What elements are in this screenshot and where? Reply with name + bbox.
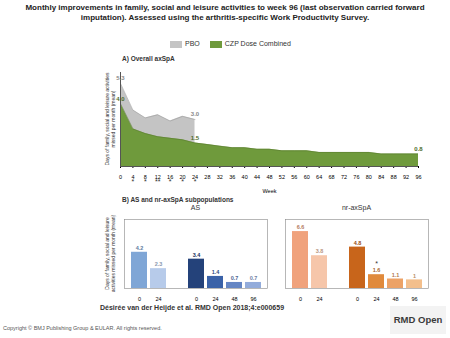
svg-text:48: 48 (231, 296, 237, 302)
html-text:CZP Dose Combined: CZP Dose Combined (224, 40, 291, 47)
svg-text:4.8: 4.8 (354, 240, 362, 246)
html-text:Days of family, social and lei: Days of family, social and leisure activ… (104, 214, 116, 293)
html-text:B) AS and nr-axSpA subpopulati: B) AS and nr-axSpA subpopulations (122, 196, 234, 203)
svg-text:*: * (132, 178, 135, 185)
svg-text:Week: Week (263, 188, 277, 194)
svg-text:24: 24 (373, 296, 379, 302)
svg-text:1.5: 1.5 (191, 135, 200, 141)
svg-text:*: * (181, 178, 184, 185)
svg-text:1.6: 1.6 (373, 267, 381, 273)
svg-text:0.8: 0.8 (414, 146, 423, 152)
svg-text:92: 92 (403, 174, 409, 180)
svg-text:0.7: 0.7 (231, 275, 239, 281)
svg-text:6.6: 6.6 (297, 224, 305, 230)
svg-text:36: 36 (229, 174, 235, 180)
svg-text:32: 32 (217, 174, 223, 180)
svg-text:3.8: 3.8 (316, 248, 324, 254)
svg-text:24: 24 (212, 296, 218, 302)
html-text:PBO: PBO (185, 40, 200, 47)
svg-text:0.7: 0.7 (250, 275, 258, 281)
svg-text:96: 96 (415, 174, 421, 180)
svg-text:48: 48 (266, 174, 272, 180)
svg-text:0: 0 (356, 296, 359, 302)
svg-text:44: 44 (254, 174, 260, 180)
svg-text:0: 0 (119, 174, 122, 180)
svg-text:3.4: 3.4 (193, 252, 202, 258)
svg-text:76: 76 (353, 174, 359, 180)
html-text:nr-axSpA: nr-axSpA (341, 204, 372, 211)
svg-text:40: 40 (242, 174, 248, 180)
svg-text:96: 96 (411, 296, 417, 302)
svg-text:1.4: 1.4 (212, 269, 221, 275)
html-text:Désirée van der Heijde et al.: Désirée van der Heijde et al. RMD Open 2… (100, 304, 284, 311)
svg-text:0: 0 (138, 296, 141, 302)
html-text:Monthly improvements in family: Monthly improvements in family, social a… (25, 3, 425, 22)
svg-text:4.0: 4.0 (116, 96, 125, 102)
svg-text:56: 56 (291, 174, 297, 180)
html-text:AS: AS (190, 204, 201, 211)
svg-text:52: 52 (279, 174, 285, 180)
svg-text:68: 68 (329, 174, 335, 180)
svg-text:24: 24 (155, 296, 161, 302)
html-text:RMD Open: RMD Open (393, 314, 443, 325)
svg-text:84: 84 (378, 174, 384, 180)
html-text:Copyright © BMJ Publishing Gro: Copyright © BMJ Publishing Group & EULAR… (3, 325, 162, 331)
svg-text:*: * (169, 178, 172, 185)
svg-text:0: 0 (299, 296, 302, 302)
html-text:Days of family, social and lei: Days of family, social and leisure activ… (104, 72, 116, 166)
svg-text:48: 48 (392, 296, 398, 302)
svg-text:2.3: 2.3 (155, 261, 163, 267)
svg-text:0: 0 (195, 296, 198, 302)
svg-text:4.2: 4.2 (136, 245, 144, 251)
svg-text:96: 96 (250, 296, 256, 302)
svg-text:28: 28 (204, 174, 210, 180)
svg-text:60: 60 (304, 174, 310, 180)
svg-text:64: 64 (316, 174, 322, 180)
svg-text:24: 24 (316, 296, 322, 302)
svg-text:*: * (375, 260, 378, 267)
svg-text:1.1: 1.1 (392, 272, 400, 278)
svg-text:*: * (194, 178, 197, 185)
html-text:A) Overall axSpA: A) Overall axSpA (122, 55, 175, 62)
svg-text:88: 88 (391, 174, 397, 180)
svg-text:1: 1 (413, 273, 416, 279)
svg-text:80: 80 (366, 174, 372, 180)
svg-text:3.0: 3.0 (191, 111, 200, 117)
svg-text:5.3: 5.3 (116, 75, 125, 81)
svg-text:72: 72 (341, 174, 347, 180)
svg-text:*: * (144, 178, 147, 185)
svg-text:**: ** (155, 178, 161, 185)
